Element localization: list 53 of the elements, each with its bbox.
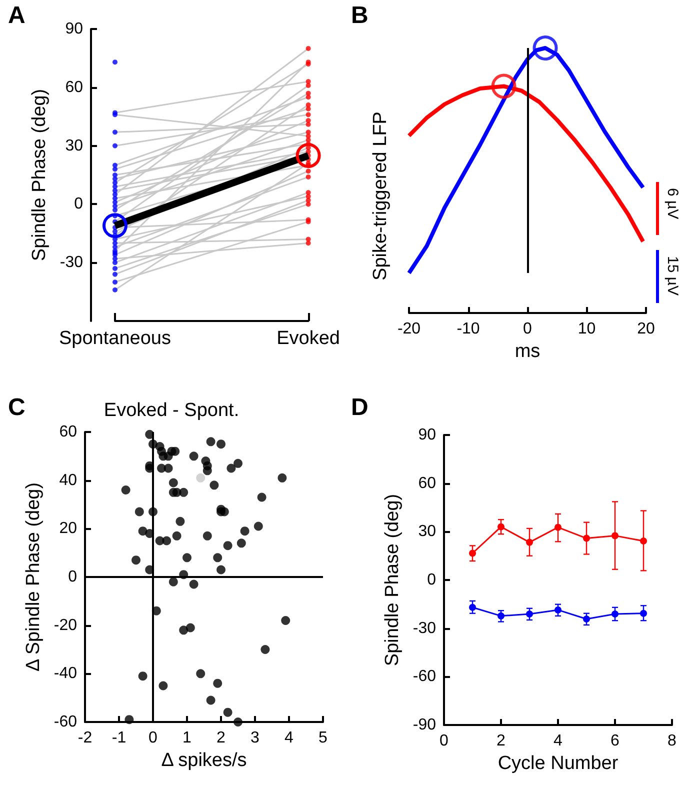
x-tick-label: 2 [216, 730, 226, 746]
x-axis-title: Δ spikes/s [161, 750, 247, 771]
x-tick-label: 10 [578, 320, 596, 338]
x-tick-label: 4 [554, 732, 563, 750]
x-tick-label: 0 [440, 732, 449, 750]
y-tick-label: 0 [68, 568, 78, 586]
x-axis-title: Cycle Number [498, 752, 619, 774]
x-tick-label: Spontaneous [59, 328, 171, 349]
x-tick-label: 8 [668, 732, 677, 750]
x-tick-label: 20 [637, 320, 655, 338]
x-tick-label: 6 [610, 732, 620, 750]
x-tick-label: 3 [250, 730, 260, 746]
chart-title: Evoked - Spont. [104, 400, 240, 421]
x-axis-title: ms [514, 340, 540, 362]
y-tick-label: 60 [65, 78, 84, 96]
y-axis-title: Spindle Phase (deg) [382, 494, 403, 666]
y-tick-label: -30 [60, 254, 84, 272]
x-tick-label: -2 [78, 730, 92, 746]
y-tick-label: -30 [412, 620, 436, 637]
y-tick-label: 30 [418, 523, 436, 540]
y-tick-label: -60 [54, 714, 78, 730]
text: D [351, 394, 368, 422]
y-axis-title: Δ Spindle Phase (deg) [22, 482, 44, 672]
y-tick-label: -40 [54, 665, 78, 682]
y-tick-label: 40 [59, 472, 78, 489]
y-tick-label: 60 [59, 424, 78, 440]
y-axis-title: Spike-triggered LFP [370, 112, 391, 280]
y-axis-title: Spindle Phase (deg) [28, 88, 50, 262]
x-tick-label: -20 [397, 320, 421, 338]
x-tick-label: -1 [112, 730, 126, 746]
y-tick-label: 0 [427, 572, 436, 588]
text: 6 µV [664, 188, 681, 220]
y-tick-label: 60 [418, 474, 436, 492]
x-tick-label: 0 [523, 320, 532, 338]
y-tick-label: 90 [418, 426, 436, 444]
text: B [351, 2, 368, 30]
x-tick-label: Evoked [276, 328, 340, 349]
y-tick-label: 30 [65, 137, 84, 154]
x-tick-label: 5 [318, 730, 328, 746]
y-tick-label: -90 [412, 716, 436, 734]
x-tick-label: -10 [456, 320, 480, 338]
x-tick-label: 4 [284, 730, 294, 746]
y-tick-label: 0 [74, 196, 84, 213]
text: A [8, 2, 26, 30]
y-tick-label: -20 [54, 616, 78, 634]
y-tick-label: 90 [65, 20, 84, 38]
y-tick-label: -60 [412, 668, 436, 686]
text: 15 µV [664, 256, 681, 296]
x-tick-label: 0 [148, 730, 158, 746]
text: C [8, 394, 26, 422]
x-tick-label: 1 [182, 730, 192, 746]
y-tick-label: 20 [59, 520, 78, 538]
x-tick-label: 2 [496, 732, 506, 750]
